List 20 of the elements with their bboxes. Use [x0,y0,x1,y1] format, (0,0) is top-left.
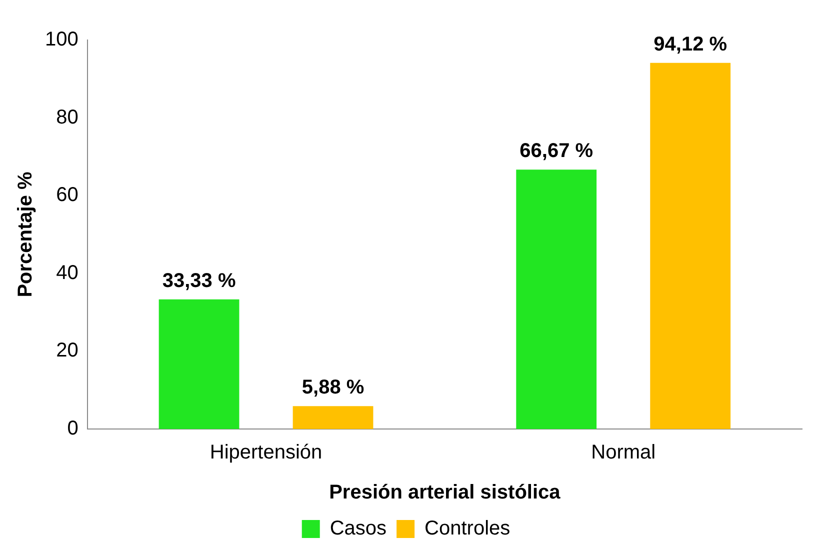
bar [158,299,240,429]
y-tick-label: 0 [67,418,78,440]
x-axis-title: Presión arterial sistólica [329,482,562,504]
bar [292,406,374,429]
data-label: 66,67 % [520,140,594,162]
bar [650,62,731,429]
data-label: 33,33 % [162,270,236,292]
legend-label: Controles [424,518,510,540]
data-label: 94,12 % [654,33,728,56]
x-tick-label: Hipertensión [210,442,322,464]
y-tick-label: 20 [56,340,78,362]
data-label: 5,88 % [302,376,364,399]
bar [516,170,597,429]
x-tick-label: Normal [591,442,656,464]
legend-label: Casos [330,518,387,540]
y-tick-label: 60 [56,184,78,206]
y-tick-label: 40 [56,262,78,284]
y-tick-label: 100 [44,28,78,51]
y-tick-label: 80 [56,106,78,128]
y-axis-title: Porcentaje % [14,171,37,298]
